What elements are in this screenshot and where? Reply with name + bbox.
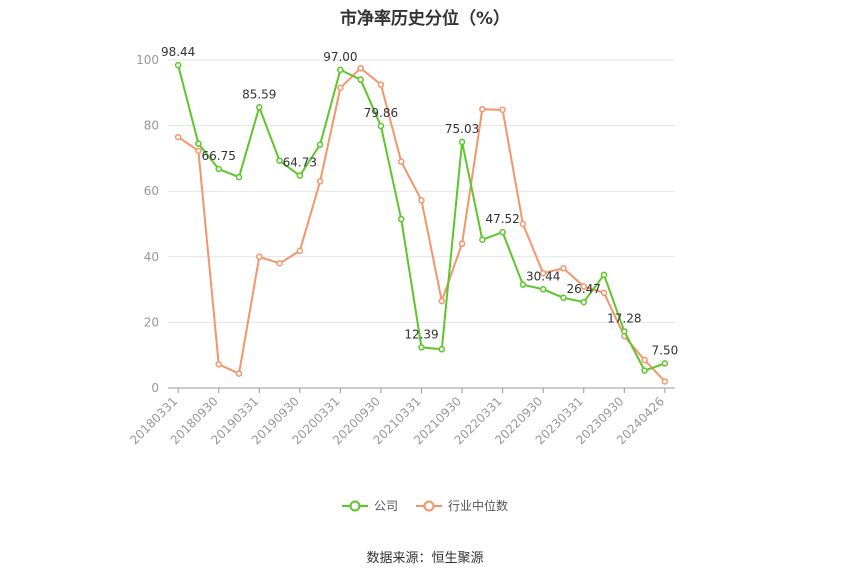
data-point-company [418,344,425,351]
data-label: 17.28 [607,311,641,325]
data-label: 66.75 [202,149,236,163]
data-label: 64.73 [283,156,317,170]
data-source: 数据来源：恒生聚源 [366,551,484,566]
data-label: 85.59 [242,87,276,101]
data-point-company [337,66,344,74]
data-point-industry [580,283,587,290]
data-point-company [296,172,304,179]
data-point-industry [195,147,202,155]
data-point-company [580,298,587,306]
data-point-company [256,104,263,111]
data-point-company [600,271,608,279]
data-point-industry [276,260,283,267]
line-chart: 0204060801002018033120180930201903312019… [127,45,679,447]
data-point-company [661,360,669,367]
series-line-company [177,64,666,372]
data-point-industry [519,220,527,228]
y-tick-label: 100 [136,53,159,67]
data-point-industry [256,253,263,261]
legend-marker-industry-icon [416,500,442,511]
data-point-industry [215,361,222,368]
data-point-industry [174,133,182,141]
data-label: 7.50 [652,343,679,357]
data-label: 30.44 [526,269,560,283]
y-tick-label: 80 [144,119,159,133]
data-point-industry [296,247,304,255]
data-point-company [438,346,446,353]
data-point-industry [316,178,324,185]
data-point-company [621,328,628,335]
data-point-company [458,138,466,146]
data-label: 79.86 [364,106,398,120]
data-point-industry [418,197,425,204]
data-point-company [499,228,506,236]
data-point-industry [641,356,648,364]
data-label: 47.52 [485,212,519,226]
y-tick-label: 20 [144,315,159,329]
data-point-company [215,165,222,173]
legend-label-company: 公司 [373,499,398,513]
data-label: 98.44 [161,45,195,59]
data-point-company [519,281,527,288]
legend-marker-company-icon [341,500,368,511]
data-point-company [560,294,567,302]
data-point-industry [458,240,466,247]
data-point-company [539,286,547,293]
data-point-company [377,122,385,130]
data-point-company [235,173,243,181]
data-point-industry [479,105,486,113]
data-point-industry [397,158,405,165]
legend: 公司 行业中位数 [0,497,850,514]
legend-item-industry[interactable]: 行业中位数 [416,497,508,514]
data-point-company [195,140,202,147]
y-tick-label: 60 [144,184,159,198]
data-point-industry [600,289,608,297]
data-point-company [174,61,182,69]
data-point-company [397,215,405,223]
data-point-company [641,367,648,374]
data-label: 12.39 [404,327,438,341]
legend-item-company[interactable]: 公司 [341,497,398,514]
data-point-industry [377,81,385,88]
data-label: 97.00 [323,50,357,64]
data-point-industry [499,106,506,114]
data-point-industry [539,269,547,277]
y-tick-label: 40 [144,250,159,264]
data-point-industry [235,370,243,377]
data-label: 75.03 [445,122,479,136]
chart-title: 市净率历史分位（%） [339,9,511,29]
legend-label-industry: 行业中位数 [448,499,509,513]
data-point-industry [337,84,344,92]
data-point-industry [661,378,669,385]
data-point-company [357,76,364,83]
data-point-industry [357,64,364,72]
data-point-company [276,157,283,164]
data-label: 26.47 [567,282,601,296]
data-point-industry [438,297,446,305]
y-tick-label: 0 [151,381,159,395]
data-point-company [479,236,486,243]
data-point-industry [560,265,567,272]
data-point-company [316,141,324,148]
